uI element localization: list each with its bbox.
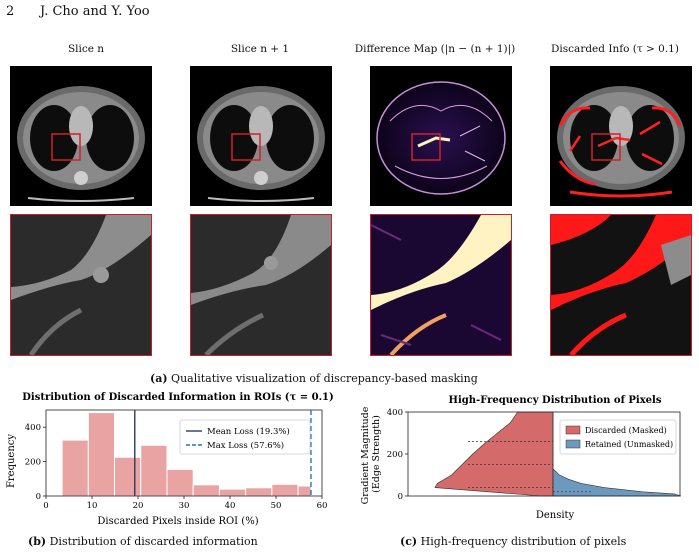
x-tick-label: 60 xyxy=(317,501,328,511)
histogram-bar xyxy=(61,439,89,497)
ct-thorax-graphic xyxy=(197,86,325,202)
zoom-texture-graphic xyxy=(11,215,151,355)
legend-swatch xyxy=(565,425,581,435)
legend-label: Mean Loss (19.3%) xyxy=(207,426,290,437)
y-tick-label: 0 xyxy=(36,492,41,502)
violin-discarded xyxy=(434,411,554,497)
running-head-authors: J. Cho and Y. Yoo xyxy=(40,4,150,19)
legend-box xyxy=(559,419,677,455)
chart-b-title: Distribution of Discarded Information in… xyxy=(22,392,334,403)
chart-c-ylabel-line2: (Edge Strength) xyxy=(371,415,382,493)
zoom-discarded-info xyxy=(550,214,692,356)
zoom-slice-n xyxy=(10,214,152,356)
histogram-bar xyxy=(245,487,273,497)
zoom-difference-graphic xyxy=(371,215,511,355)
histogram-bar xyxy=(166,468,194,497)
histogram-bar xyxy=(271,483,299,497)
panel-title-discarded-info: Discarded Info (τ > 0.1) xyxy=(551,43,679,55)
histogram-bar xyxy=(218,488,247,497)
y-tick-label: 200 xyxy=(25,458,41,468)
caption-b-label: (b) xyxy=(28,535,47,548)
histogram-bar xyxy=(297,485,312,497)
chart-c-ylabel-line1: Gradient Magnitude xyxy=(360,406,371,504)
caption-b: (b) Distribution of discarded informatio… xyxy=(28,535,258,548)
x-tick-label: 0 xyxy=(43,501,48,511)
zoom-slice-n1 xyxy=(190,214,332,356)
difference-map-graphic xyxy=(370,66,512,206)
panel-title-slice-n: Slice n xyxy=(67,43,105,55)
caption-c-label: (c) xyxy=(400,535,418,548)
legend-label: Max Loss (57.6%) xyxy=(207,440,284,451)
chart-c-title: High-Frequency Distribution of Pixels xyxy=(449,395,662,406)
zoom-discarded-graphic xyxy=(551,215,691,355)
x-tick-label: 20 xyxy=(133,501,144,511)
histogram-bar xyxy=(192,484,220,497)
legend-label: Retained (Unmasked) xyxy=(585,440,673,449)
difference-map-image xyxy=(370,66,512,206)
y-tick-label: 400 xyxy=(387,408,403,418)
histogram-bar xyxy=(87,412,116,497)
histogram-chart: Distribution of Discarded Information in… xyxy=(6,392,334,527)
x-tick-label: 10 xyxy=(87,501,98,511)
chart-b-xlabel: Discarded Pixels inside ROI (%) xyxy=(97,516,258,527)
caption-a-label: (a) xyxy=(150,372,168,385)
x-tick-label: 50 xyxy=(271,501,282,511)
panel-title-difference-map: Difference Map (|n − (n + 1)|) xyxy=(354,43,516,55)
legend-label: Discarded (Masked) xyxy=(585,426,667,435)
legend-box xyxy=(179,419,311,455)
caption-c: (c) High-frequency distribution of pixel… xyxy=(400,535,626,548)
caption-c-text: High-frequency distribution of pixels xyxy=(420,535,627,548)
chart-b-ylabel: Frequency xyxy=(6,434,17,488)
x-tick-label: 40 xyxy=(225,501,236,511)
panel-title-slice-n1: Slice n + 1 xyxy=(230,43,290,55)
y-tick-label: 400 xyxy=(25,423,41,433)
caption-b-text: Distribution of discarded information xyxy=(49,535,258,548)
histogram-bar xyxy=(140,444,168,497)
ct-slice-n-image xyxy=(10,66,152,206)
ct-thorax-graphic xyxy=(17,86,145,202)
caption-a: (a) Qualitative visualization of discrep… xyxy=(150,372,478,385)
x-tick-label: 30 xyxy=(179,501,190,511)
page-number: 2 xyxy=(6,4,15,19)
y-tick-label: 0 xyxy=(398,492,403,502)
violin-chart: High-Frequency Distribution of Pixels 0 2… xyxy=(360,395,682,521)
legend-swatch xyxy=(565,439,581,449)
chart-c-ylabel: Gradient Magnitude (Edge Strength) xyxy=(360,404,382,505)
y-tick-label: 200 xyxy=(387,450,403,460)
ct-slice-n1-image xyxy=(190,66,332,206)
histogram-bar xyxy=(114,456,142,497)
zoom-texture-graphic xyxy=(191,215,331,355)
discarded-overlay-graphic xyxy=(557,86,685,198)
chart-c-xlabel: Density xyxy=(536,510,575,521)
discarded-info-image xyxy=(550,66,692,206)
violin-retained xyxy=(552,467,682,497)
caption-a-text: Qualitative visualization of discrepancy… xyxy=(171,372,478,385)
zoom-difference-map xyxy=(370,214,512,356)
